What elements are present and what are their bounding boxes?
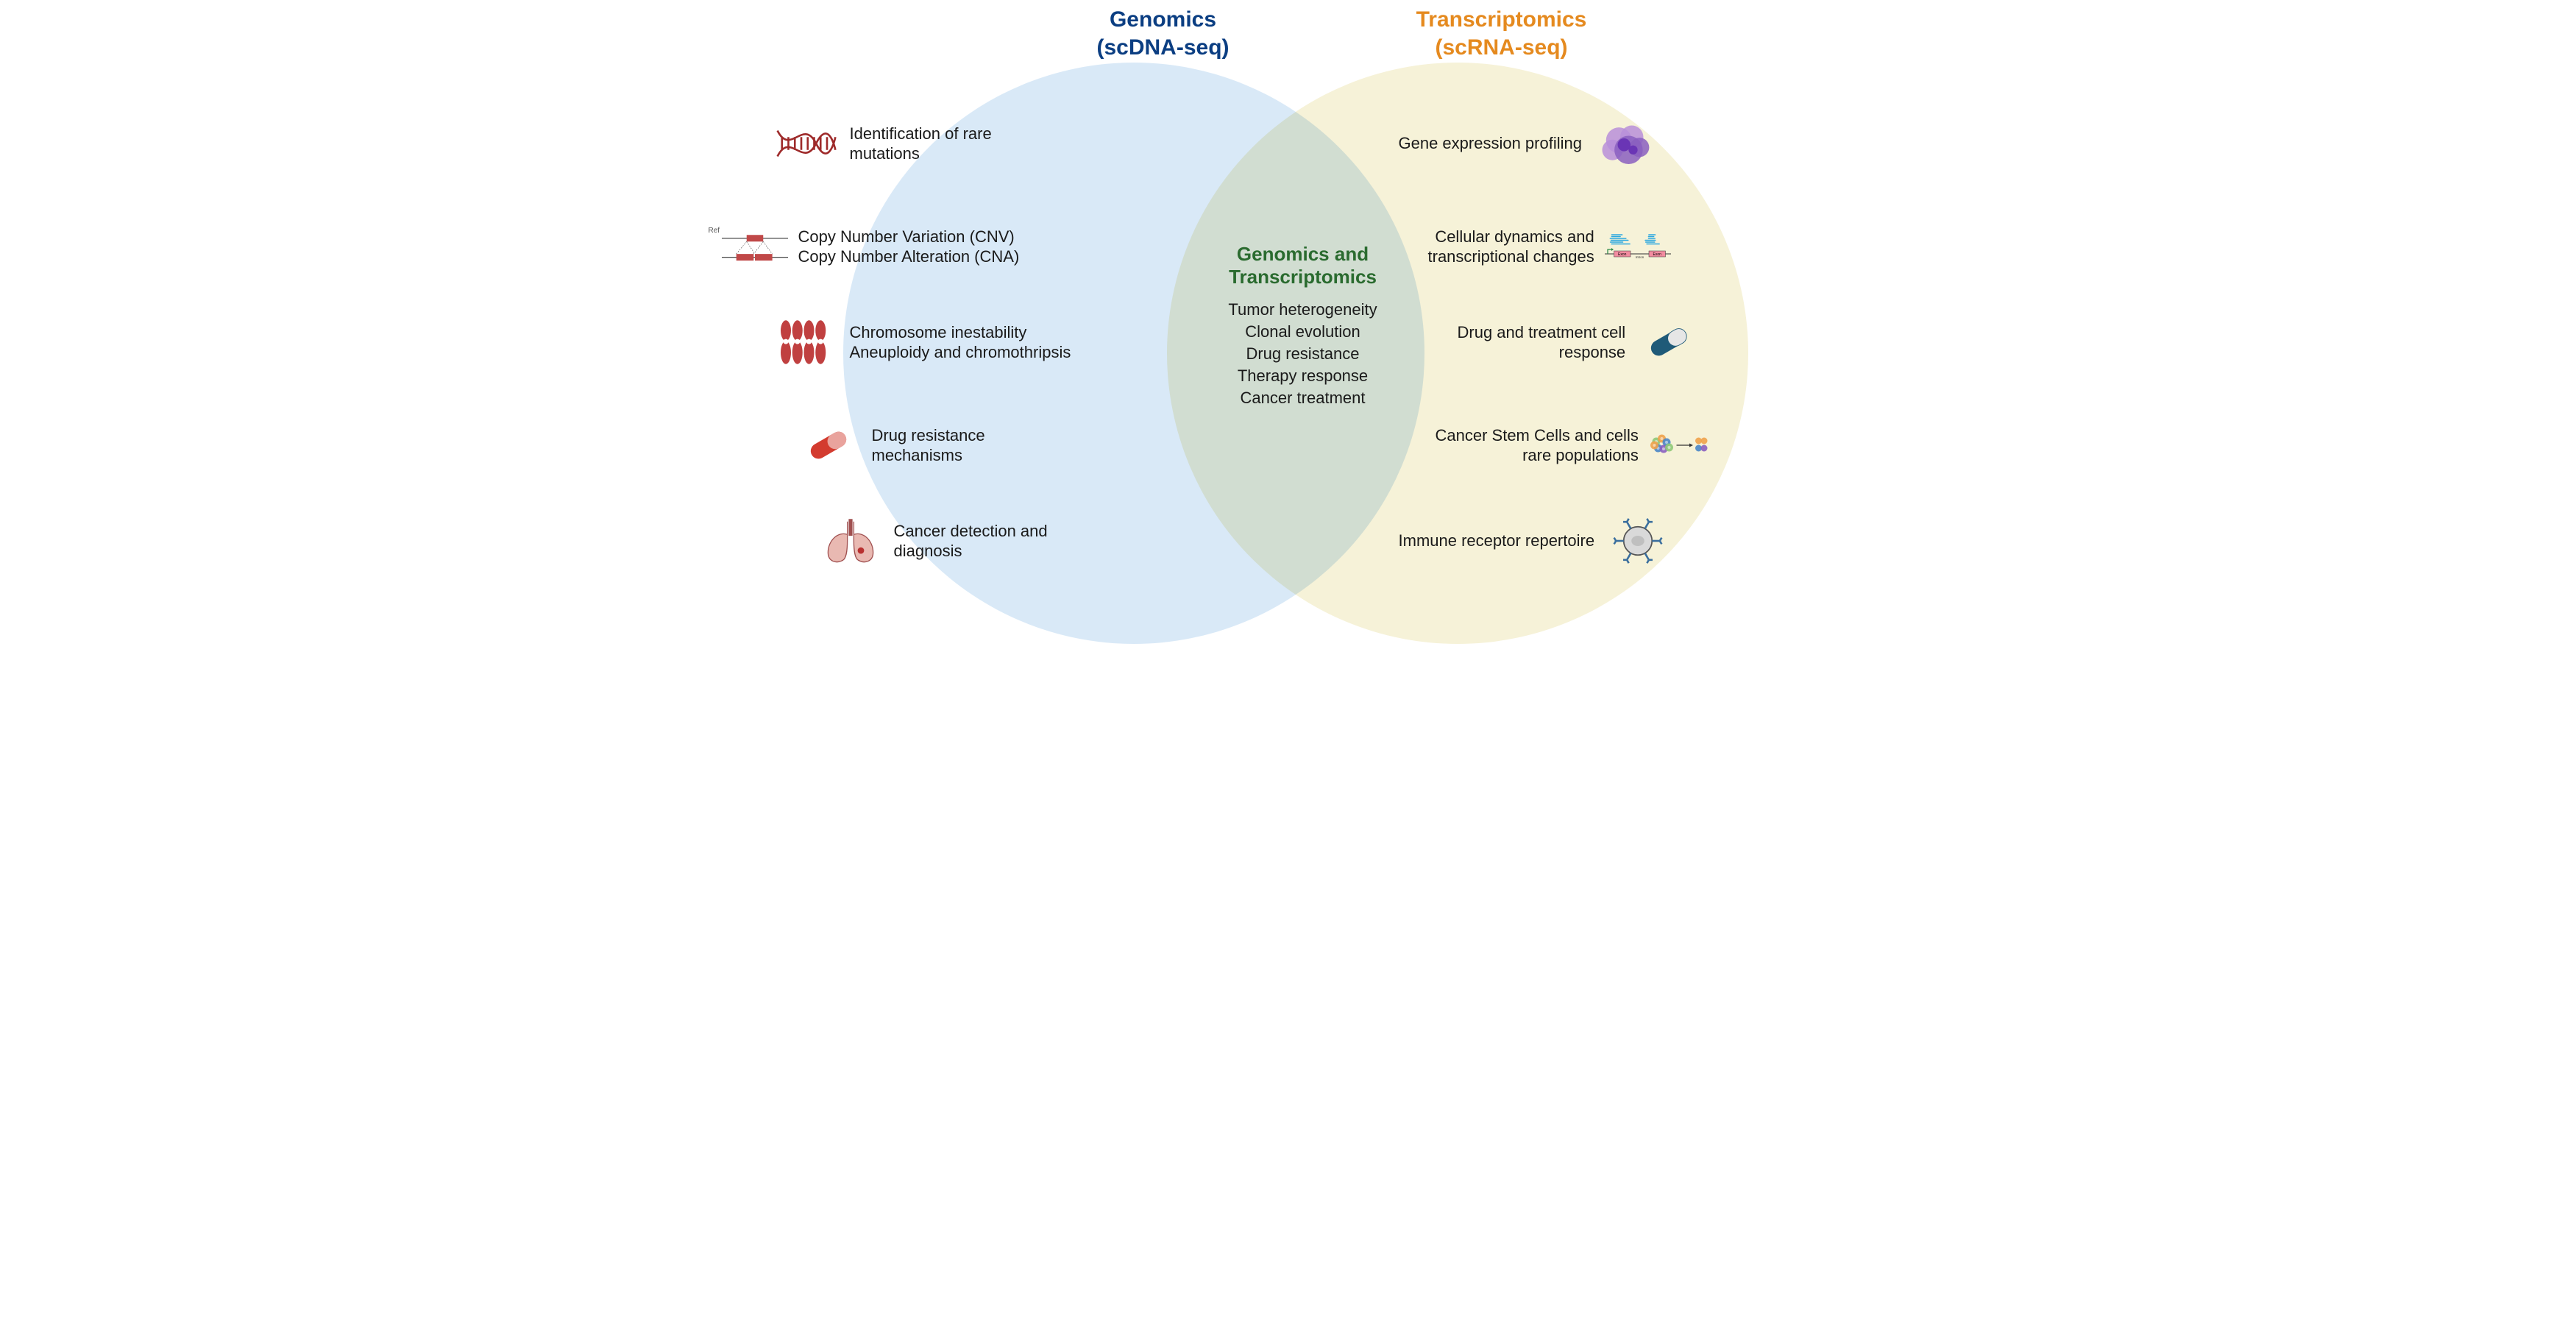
center-title-line1: Genomics and bbox=[1222, 243, 1384, 266]
left-item: Identification of raremutations bbox=[773, 118, 992, 169]
ref-label: Ref bbox=[709, 227, 720, 235]
item-label: Drug and treatment cellresponse bbox=[1458, 322, 1626, 363]
chromosomes-icon bbox=[773, 316, 840, 368]
center-list-item: Therapy response bbox=[1222, 366, 1384, 386]
receptor-icon bbox=[1605, 515, 1671, 567]
venn-canvas: Genomics (scDNA-seq) Transcriptomics (sc… bbox=[722, 0, 1855, 648]
title-genomics-line1: Genomics bbox=[1068, 6, 1259, 34]
title-genomics-line2: (scDNA-seq) bbox=[1068, 34, 1259, 62]
right-item: Immune receptor repertoire bbox=[1399, 515, 1672, 567]
left-item: Cancer detection anddiagnosis bbox=[817, 515, 1048, 567]
right-item: Cancer Stem Cells and cellsrare populati… bbox=[1436, 419, 1715, 471]
item-label: Identification of raremutations bbox=[850, 124, 992, 164]
item-label: Copy Number Variation (CNV)Copy Number A… bbox=[798, 227, 1020, 267]
dna-icon bbox=[773, 118, 840, 169]
svg-text:Intron: Intron bbox=[1635, 255, 1644, 259]
center-title: Genomics and Transcriptomics bbox=[1222, 243, 1384, 288]
pill-red-icon bbox=[795, 419, 862, 471]
item-label: Cancer detection anddiagnosis bbox=[894, 521, 1048, 561]
right-item: Gene expression profiling bbox=[1399, 118, 1658, 169]
left-item: Copy Number Variation (CNV)Copy Number A… bbox=[722, 221, 1020, 272]
title-transcriptomics-line2: (scRNA-seq) bbox=[1391, 34, 1612, 62]
title-genomics: Genomics (scDNA-seq) bbox=[1068, 6, 1259, 61]
right-item: Drug and treatment cellresponse bbox=[1458, 316, 1703, 368]
right-item: Exon Exon Intron Cellular dynamics andtrans… bbox=[1428, 221, 1671, 272]
stem-cells-icon bbox=[1649, 419, 1715, 471]
exon-intron-icon: Exon Exon Intron bbox=[1605, 221, 1671, 272]
svg-text:Exon: Exon bbox=[1618, 252, 1627, 257]
item-label: Cellular dynamics andtranscriptional cha… bbox=[1428, 227, 1594, 267]
cnv-icon bbox=[722, 221, 788, 272]
title-transcriptomics: Transcriptomics (scRNA-seq) bbox=[1391, 6, 1612, 61]
cell-cluster-icon bbox=[1592, 118, 1658, 169]
center-list-item: Clonal evolution bbox=[1222, 322, 1384, 341]
item-label: Gene expression profiling bbox=[1399, 133, 1582, 154]
lungs-icon bbox=[817, 515, 884, 567]
left-item: Drug resistancemechanisms bbox=[795, 419, 985, 471]
item-label: Chromosome inestabilityAneuploidy and ch… bbox=[850, 322, 1071, 363]
title-transcriptomics-line1: Transcriptomics bbox=[1391, 6, 1612, 34]
center-list: Tumor heterogeneity Clonal evolution Drug … bbox=[1222, 297, 1384, 411]
item-label: Cancer Stem Cells and cellsrare populati… bbox=[1436, 425, 1639, 466]
center-list-item: Cancer treatment bbox=[1222, 389, 1384, 408]
item-label: Drug resistancemechanisms bbox=[872, 425, 985, 466]
pill-blue-icon bbox=[1636, 316, 1702, 368]
item-label: Immune receptor repertoire bbox=[1399, 531, 1595, 551]
center-title-line2: Transcriptomics bbox=[1222, 266, 1384, 288]
center-list-item: Drug resistance bbox=[1222, 344, 1384, 364]
left-item: Chromosome inestabilityAneuploidy and ch… bbox=[773, 316, 1071, 368]
center-list-item: Tumor heterogeneity bbox=[1222, 300, 1384, 319]
svg-text:Exon: Exon bbox=[1653, 252, 1661, 257]
